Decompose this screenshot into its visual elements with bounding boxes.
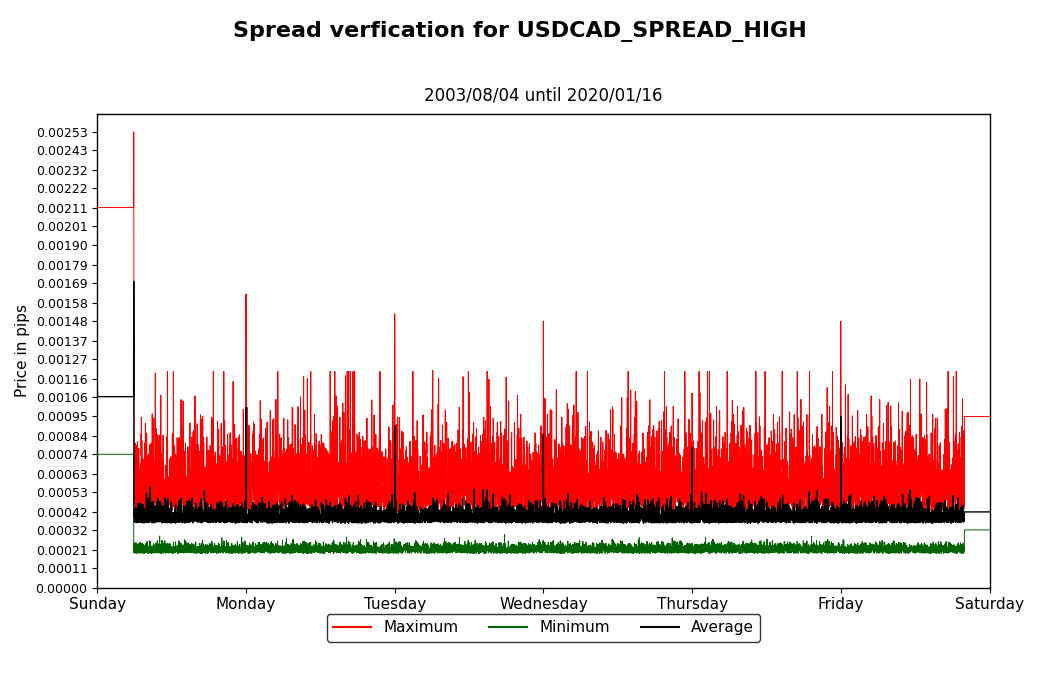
Maximum bbox=[761, 488, 773, 496]
Average bbox=[128, 277, 140, 286]
Average bbox=[983, 508, 995, 516]
Average bbox=[467, 514, 479, 522]
Maximum bbox=[339, 508, 351, 516]
Maximum bbox=[983, 412, 995, 421]
Maximum bbox=[804, 486, 817, 495]
Text: Spread verfication for USDCAD_SPREAD_HIGH: Spread verfication for USDCAD_SPREAD_HIG… bbox=[233, 21, 806, 42]
Y-axis label: Price in pips: Price in pips bbox=[15, 304, 30, 397]
Minimum bbox=[442, 545, 454, 554]
Title: 2003/08/04 until 2020/01/16: 2003/08/04 until 2020/01/16 bbox=[424, 86, 663, 104]
Line: Minimum: Minimum bbox=[98, 454, 989, 553]
Legend: Maximum, Minimum, Average: Maximum, Minimum, Average bbox=[326, 615, 761, 641]
Maximum bbox=[467, 500, 479, 508]
Minimum bbox=[473, 549, 485, 557]
Line: Average: Average bbox=[98, 281, 989, 524]
Minimum bbox=[804, 547, 817, 555]
Maximum bbox=[91, 203, 104, 211]
Minimum bbox=[795, 547, 807, 555]
Average bbox=[339, 519, 351, 528]
Average bbox=[91, 393, 104, 401]
Line: Maximum: Maximum bbox=[98, 132, 989, 512]
Average bbox=[804, 512, 817, 520]
Average bbox=[761, 503, 773, 511]
Maximum bbox=[828, 493, 841, 501]
Average bbox=[828, 506, 841, 514]
Minimum bbox=[467, 540, 479, 549]
Minimum bbox=[983, 526, 995, 534]
Minimum bbox=[91, 450, 104, 459]
Maximum bbox=[442, 466, 454, 475]
Maximum bbox=[128, 127, 140, 136]
Minimum bbox=[761, 546, 773, 554]
Maximum bbox=[795, 477, 807, 486]
Average bbox=[795, 519, 807, 527]
Minimum bbox=[828, 545, 841, 553]
Average bbox=[442, 489, 454, 498]
